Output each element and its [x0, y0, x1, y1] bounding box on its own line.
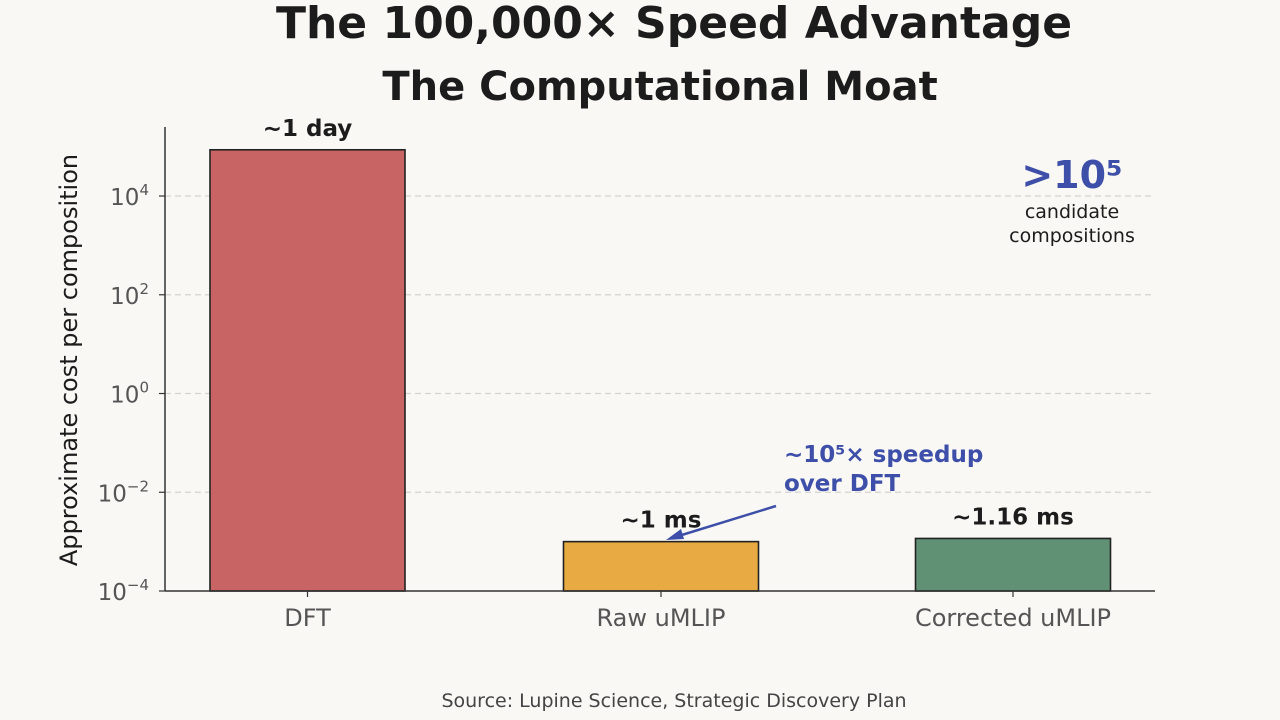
- bar-corrected-umlip: [914, 537, 1112, 592]
- bar-value-label: ~1.16 ms: [952, 504, 1074, 530]
- y-tick-label: 10−4: [98, 576, 149, 606]
- x-tick-label: Raw uMLIP: [597, 604, 726, 632]
- x-tick-label: Corrected uMLIP: [915, 604, 1111, 632]
- candidates-count: >10⁵: [1021, 153, 1122, 197]
- y-tick-label: 10−2: [98, 477, 149, 507]
- bar-raw-umlip: [562, 540, 760, 592]
- candidates-label-line1: candidate: [1025, 201, 1119, 223]
- chart-subtitle: The Computational Moat: [382, 64, 938, 110]
- bar-value-label: ~1 day: [263, 116, 353, 142]
- x-tick-labels: DFT Raw uMLIP Corrected uMLIP: [284, 604, 1111, 632]
- y-tick-labels: 10−4 10−2 100 102 104: [98, 181, 149, 606]
- bar-dft: [209, 148, 406, 592]
- speedup-arrow-shaft: [671, 504, 777, 540]
- bar-value-labels: ~1 day ~1 ms ~1.16 ms: [263, 116, 1074, 534]
- chart-title: The 100,000× Speed Advantage: [275, 0, 1073, 49]
- candidates-label-line2: compositions: [1009, 225, 1135, 247]
- bar-value-label: ~1 ms: [621, 508, 702, 534]
- speedup-annotation-line1: ~10⁵× speedup: [784, 442, 983, 468]
- y-tick-label: 102: [110, 280, 149, 310]
- speedup-arrow-head: [666, 529, 684, 540]
- annotations: ~10⁵× speedup over DFT >10⁵ candidatecompos…: [666, 153, 1135, 540]
- speedup-annotation-line2: over DFT: [784, 471, 901, 497]
- axes: [159, 127, 1155, 597]
- y-axis-label: Approximate cost per composition: [55, 154, 83, 566]
- x-tick-label: DFT: [284, 604, 331, 632]
- y-tick-label: 104: [110, 181, 149, 211]
- source-note: Source: Lupine Science, Strategic Discov…: [441, 690, 907, 712]
- y-tick-label: 100: [110, 379, 149, 409]
